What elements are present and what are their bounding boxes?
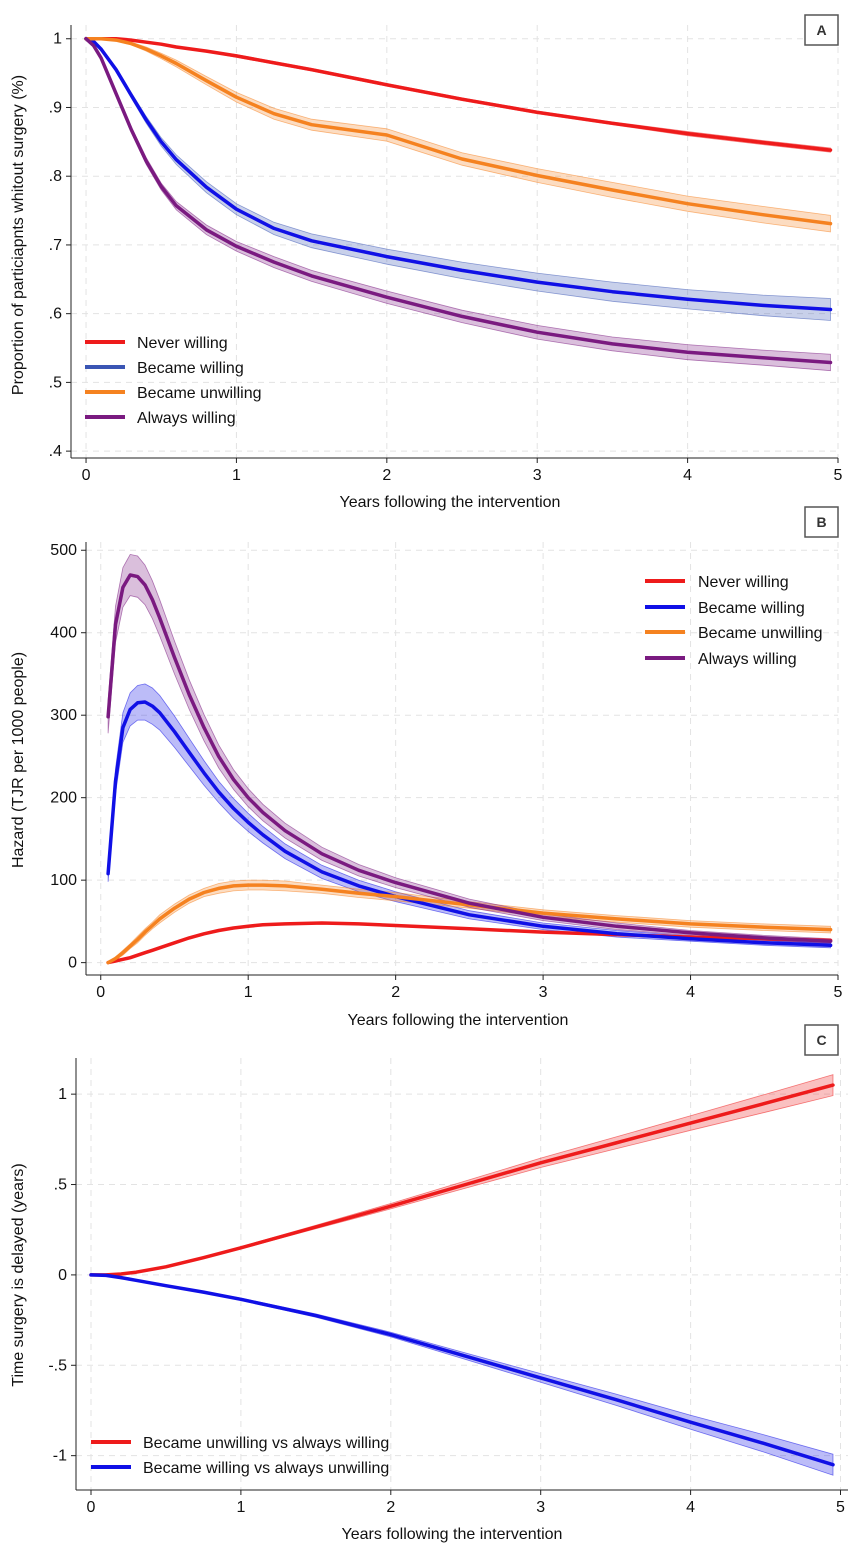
legend-b-became-willing-label: Became willing (698, 600, 805, 617)
panel-a-y-tick-label: .5 (49, 374, 62, 391)
panel-a-x-axis-title: Years following the intervention (340, 494, 561, 511)
panel-b-y-tick-label: 400 (50, 625, 77, 642)
panel-c-y-ticks: -1 -.5 0 .5 1 (48, 1086, 76, 1465)
panel-a-y-tick-label: .4 (49, 443, 62, 460)
panel-c-line-became-willing-vs-always-unwilling (89, 1273, 835, 1467)
panel-a-x-ticks: 0 1 2 3 4 5 (82, 458, 843, 484)
legend-a-became-willing-label: Became willing (137, 360, 244, 377)
panel-a-x-tick-label: 0 (82, 467, 91, 484)
legend-b-never-willing-label: Never willing (698, 574, 789, 591)
panel-b-line-became-unwilling (106, 883, 833, 965)
panel-c-y-axis-title: Time surgery is delayed (years) (10, 1163, 27, 1386)
panel-c-lines (89, 1083, 835, 1467)
panel-a-x-tick-label: 4 (683, 467, 692, 484)
panel-c-x-ticks: 0 1 2 3 4 5 (87, 1490, 845, 1516)
panel-c-label-box (804, 1024, 839, 1056)
panel-c: -1 -.5 0 .5 1 0 1 2 3 4 5 Years following the int… (10, 1024, 848, 1543)
panel-c-y-tick-label: 1 (58, 1086, 67, 1103)
panel-b-label-text: B (816, 514, 826, 530)
panel-a-label: A (804, 14, 839, 46)
panel-b-x-tick-label: 0 (96, 984, 105, 1001)
panel-a-y-tick-label: .8 (49, 168, 62, 185)
panel-a-x-tick-label: 2 (382, 467, 391, 484)
panel-b-label-box (804, 506, 839, 538)
panel-a-y-tick-label: .6 (49, 306, 62, 323)
panel-c-legend: Became unwilling vs always willing Becam… (91, 1435, 389, 1477)
panel-c-y-tick-label: -1 (53, 1448, 67, 1465)
panel-c-x-tick-label: 4 (686, 1499, 695, 1516)
panel-a-line-always-willing (84, 36, 833, 365)
panel-b-line-always-willing (106, 573, 833, 943)
legend-a-became-unwilling-label: Became unwilling (137, 385, 262, 402)
panel-c-x-tick-label: 2 (386, 1499, 395, 1516)
panel-c-x-tick-label: 1 (236, 1499, 245, 1516)
panel-b: 0 100 200 300 400 500 0 1 2 3 4 5 Years following … (10, 506, 843, 1029)
panel-b-line-became-willing (106, 700, 833, 948)
panel-a-line-became-willing (84, 36, 833, 312)
panel-b-grid (86, 542, 839, 975)
panel-a-label-box (804, 14, 839, 46)
panel-b-x-tick-label: 4 (686, 984, 695, 1001)
panel-a-ci-band-never-willing (86, 38, 831, 153)
panel-a-x-tick-label: 1 (232, 467, 241, 484)
panel-b-label: B (804, 506, 839, 538)
panel-a-legend: Never willing Became willing Became unwi… (85, 335, 262, 427)
panel-a: .4 .5 .6 .7 .8 .9 1 0 1 2 3 4 5 Years following the… (10, 14, 843, 511)
panel-c-x-tick-label: 3 (536, 1499, 545, 1516)
panel-a-y-tick-label: 1 (53, 31, 62, 48)
panel-b-y-tick-label: 0 (68, 955, 77, 972)
panel-a-x-tick-label: 3 (533, 467, 542, 484)
panel-b-x-tick-label: 5 (834, 984, 843, 1001)
panel-a-grid (71, 25, 839, 458)
panel-c-ci-band-became-unwilling-vs-always-willing (91, 1074, 834, 1276)
legend-a-always-willing-label: Always willing (137, 410, 236, 427)
panel-c-grid (76, 1058, 848, 1490)
panel-a-y-ticks: .4 .5 .6 .7 .8 .9 1 (49, 31, 71, 460)
legend-c-became-unwilling-label: Became unwilling vs always willing (143, 1435, 389, 1452)
panel-b-legend: Never willing Became willing Became unwi… (645, 574, 823, 668)
panel-b-y-ticks: 0 100 200 300 400 500 (50, 542, 86, 972)
panel-a-y-axis-title: Proportion of particiapnts whitout surge… (10, 75, 27, 395)
panel-c-y-tick-label: .5 (54, 1177, 67, 1194)
panel-b-y-tick-label: 100 (50, 872, 77, 889)
legend-b-became-unwilling-label: Became unwilling (698, 625, 823, 642)
panel-a-y-tick-label: .7 (49, 237, 62, 254)
panel-b-y-tick-label: 300 (50, 707, 77, 724)
panel-a-line-never-willing (84, 36, 833, 152)
panel-b-x-tick-label: 2 (391, 984, 400, 1001)
panel-a-bands (85, 38, 831, 372)
panel-b-y-tick-label: 500 (50, 542, 77, 559)
legend-a-never-willing-label: Never willing (137, 335, 228, 352)
panel-b-x-tick-label: 1 (244, 984, 253, 1001)
panel-b-x-ticks: 0 1 2 3 4 5 (96, 975, 843, 1001)
panel-b-lines (106, 573, 833, 965)
panel-b-y-axis-title: Hazard (TJR per 1000 people) (10, 652, 27, 868)
panel-a-label-text: A (816, 22, 826, 38)
panel-c-label: C (804, 1024, 839, 1056)
panel-c-y-tick-label: 0 (58, 1267, 67, 1284)
panel-b-ci-band-became-unwilling (107, 879, 831, 965)
panel-a-x-tick-label: 5 (834, 467, 843, 484)
panel-a-line-became-unwilling (84, 36, 833, 226)
panel-c-label-text: C (816, 1032, 826, 1048)
panel-b-x-axis-title: Years following the intervention (348, 1012, 569, 1029)
panel-c-x-tick-label: 0 (87, 1499, 96, 1516)
panel-c-x-tick-label: 5 (836, 1499, 845, 1516)
panel-a-lines (84, 36, 833, 365)
panel-b-y-tick-label: 200 (50, 790, 77, 807)
panel-b-line-never-willing (106, 921, 833, 965)
panel-c-y-tick-label: -.5 (48, 1357, 67, 1374)
legend-b-always-willing-label: Always willing (698, 651, 797, 668)
panel-b-x-tick-label: 3 (539, 984, 548, 1001)
panel-b-ci-band-became-willing (107, 683, 831, 949)
panel-c-line-became-unwilling-vs-always-willing (89, 1083, 835, 1277)
panel-c-x-axis-title: Years following the intervention (342, 1526, 563, 1543)
legend-c-became-willing-label: Became willing vs always unwilling (143, 1460, 389, 1477)
panel-a-y-tick-label: .9 (49, 99, 62, 116)
